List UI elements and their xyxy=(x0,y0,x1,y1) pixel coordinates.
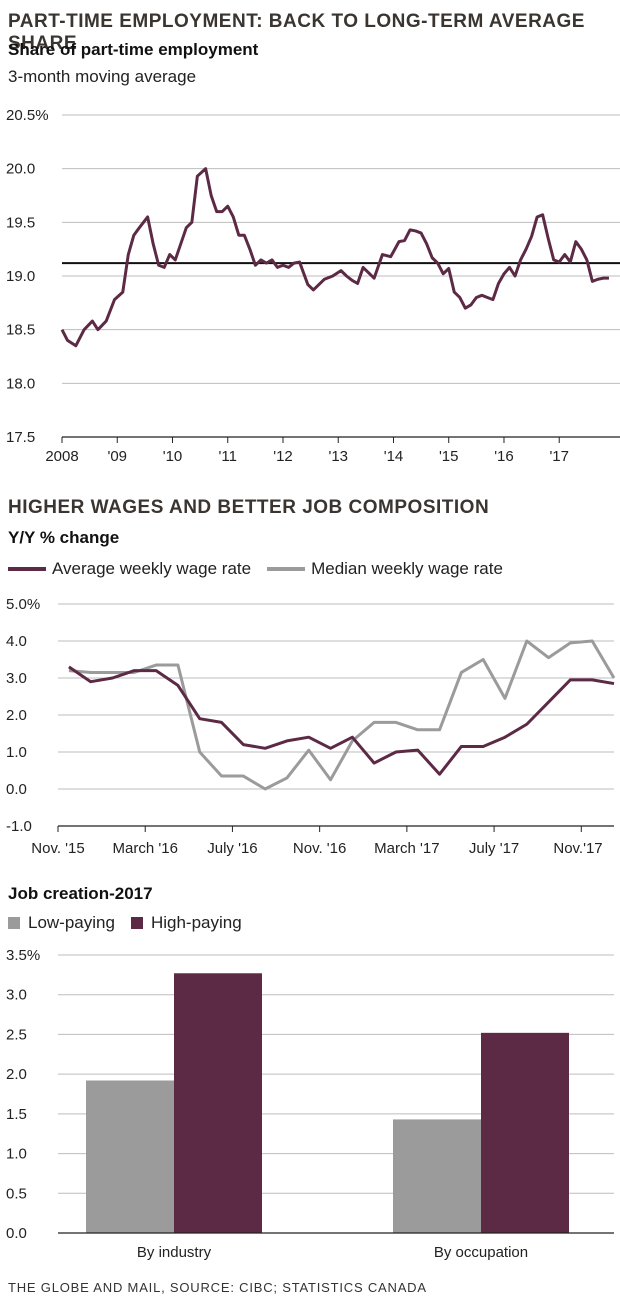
source-footer: THE GLOBE AND MAIL, SOURCE: CIBC; STATIS… xyxy=(8,1280,427,1295)
legend-label-high-paying: High-paying xyxy=(150,913,242,932)
y-tick-label: 0.5 xyxy=(6,1185,27,1202)
y-tick-label: 4.0 xyxy=(6,633,27,650)
part-time-share-line xyxy=(60,167,609,348)
x-tick-label: '11 xyxy=(219,448,237,465)
chart3-legend: Low-paying High-paying xyxy=(8,913,258,933)
y-tick-label: 3.5% xyxy=(6,947,40,964)
bar-low-paying xyxy=(86,1080,174,1233)
legend-swatch-high-paying xyxy=(130,917,143,929)
x-tick-label: '17 xyxy=(549,448,569,465)
y-tick-label: 2.5 xyxy=(6,1026,27,1043)
category-label: By occupation xyxy=(434,1244,528,1261)
chart1-subtitle: Share of part-time employment xyxy=(8,40,259,59)
y-tick-label: 3.0 xyxy=(6,987,27,1004)
x-tick-label: '10 xyxy=(163,448,183,465)
y-tick-label: 18.0 xyxy=(6,375,35,392)
y-tick-label: 20.0 xyxy=(6,161,35,178)
chart2-legend: Average weekly wage rate Median weekly w… xyxy=(8,559,519,579)
y-tick-label: 0.0 xyxy=(6,1225,27,1242)
x-tick-label: '13 xyxy=(328,448,348,465)
x-tick-label: '16 xyxy=(494,448,514,465)
legend-item-high-paying: High-paying xyxy=(130,913,242,933)
average-wage-line xyxy=(68,665,615,776)
x-tick-label: July '16 xyxy=(207,840,257,857)
legend-item-low-paying: Low-paying xyxy=(8,913,115,933)
y-tick-label: 17.5 xyxy=(6,429,35,446)
y-tick-label: 1.0 xyxy=(6,1146,27,1163)
chart1-note: 3-month moving average xyxy=(8,67,197,86)
legend-label-low-paying: Low-paying xyxy=(28,913,115,932)
job-creation-chart: 3.5% 3.0 2.5 2.0 1.5 1.0 0.5 0.0 By industry By o… xyxy=(6,947,614,1261)
bar-high-paying xyxy=(481,1032,569,1233)
y-tick-label: -1.0 xyxy=(6,818,32,835)
legend-label-average: Average weekly wage rate xyxy=(52,559,252,578)
chart3-title: Job creation-2017 xyxy=(8,884,153,903)
x-tick-label: Nov. '15 xyxy=(31,840,84,857)
chart2-subtitle: Y/Y % change xyxy=(8,528,120,547)
chart1-title: PART-TIME EMPLOYMENT: BACK TO LONG-TERM … xyxy=(8,11,585,54)
category-label: By industry xyxy=(137,1244,212,1261)
y-tick-label: 19.5 xyxy=(6,214,35,231)
x-tick-label: Nov. '16 xyxy=(293,840,346,857)
part-time-share-chart: 20.5% 20.0 19.5 19.0 18.5 18.0 17.5 2008 '09 '10 '… xyxy=(6,107,620,465)
y-tick-label: 3.0 xyxy=(6,670,27,687)
y-tick-label: 0.0 xyxy=(6,781,27,798)
median-wage-line xyxy=(68,639,616,791)
y-tick-label: 5.0% xyxy=(6,596,40,613)
x-tick-label: March '17 xyxy=(374,840,439,857)
legend-label-median: Median weekly wage rate xyxy=(311,559,503,578)
y-tick-label: 18.5 xyxy=(6,322,35,339)
legend-swatch-average xyxy=(8,567,46,571)
bar-high-paying xyxy=(174,973,262,1233)
chart2-title: HIGHER WAGES AND BETTER JOB COMPOSITION xyxy=(8,497,490,518)
y-tick-label: 20.5% xyxy=(6,107,49,124)
x-tick-label: Nov.'17 xyxy=(553,840,602,857)
x-tick-label: 2008 xyxy=(45,448,78,465)
x-tick-label: March '16 xyxy=(113,840,178,857)
wage-growth-chart: 5.0% 4.0 3.0 2.0 1.0 0.0 -1.0 Nov. '15 March '16… xyxy=(6,596,616,857)
x-tick-label: July '17 xyxy=(469,840,519,857)
x-tick-label: '15 xyxy=(439,448,459,465)
y-tick-label: 2.0 xyxy=(6,707,27,724)
legend-swatch-median xyxy=(267,567,306,571)
y-tick-label: 1.5 xyxy=(6,1106,27,1123)
y-tick-label: 1.0 xyxy=(6,744,27,761)
y-tick-label: 19.0 xyxy=(6,268,35,285)
bar-low-paying xyxy=(393,1119,481,1233)
legend-item-median: Median weekly wage rate xyxy=(267,559,503,579)
x-tick-label: '12 xyxy=(273,448,293,465)
legend-swatch-low-paying xyxy=(8,917,20,929)
y-tick-label: 2.0 xyxy=(6,1066,27,1083)
legend-item-average: Average weekly wage rate xyxy=(8,559,251,579)
x-tick-label: '09 xyxy=(107,448,127,465)
x-tick-label: '14 xyxy=(384,448,404,465)
